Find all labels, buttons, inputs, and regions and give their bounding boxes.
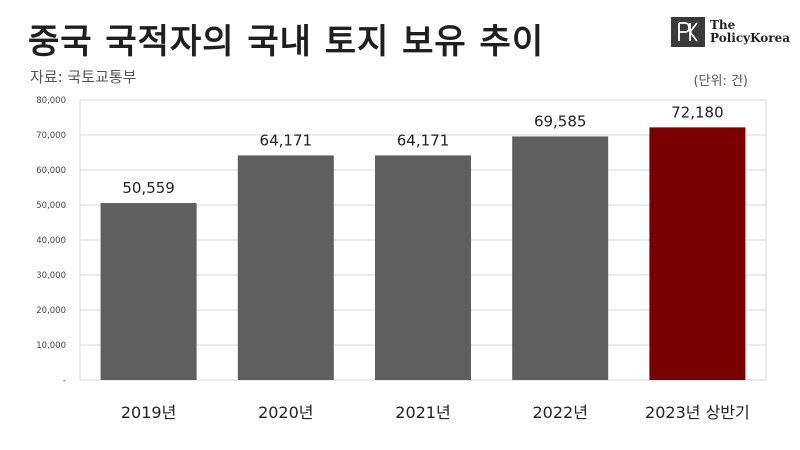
y-tick-label: 60,000	[36, 166, 66, 176]
x-tick-label: 2021년	[395, 403, 450, 422]
x-tick-label: 2020년	[258, 403, 313, 422]
y-tick-label: 30,000	[36, 271, 66, 281]
y-tick-label: 40,000	[36, 236, 66, 246]
data-label: 69,585	[534, 112, 587, 130]
y-tick-label: -	[63, 376, 66, 386]
data-label: 64,171	[260, 131, 313, 149]
brand-logo: The PolicyKorea	[671, 17, 790, 47]
bar	[237, 155, 334, 380]
unit-note: (단위: 건)	[693, 74, 748, 89]
bar	[649, 127, 746, 381]
logo-text: The PolicyKorea	[710, 19, 790, 45]
logo-monogram-icon	[678, 22, 698, 42]
source-note: 자료: 국토교통부	[30, 68, 137, 86]
logo-line-2: PolicyKorea	[710, 31, 791, 45]
bar	[100, 203, 197, 380]
bar	[375, 155, 471, 380]
x-tick-label: 2022년	[532, 403, 587, 422]
y-tick-label: 20,000	[36, 306, 66, 316]
x-tick-label: 2023년 상반기	[645, 403, 750, 422]
y-tick-label: 50,000	[36, 201, 66, 211]
data-label: 50,559	[122, 179, 175, 197]
logo-mark-icon	[671, 17, 705, 47]
data-label: 72,180	[671, 103, 724, 121]
y-tick-label: 70,000	[36, 131, 66, 141]
y-tick-label: 10,000	[36, 341, 66, 351]
logo-line-1: The	[710, 18, 736, 32]
data-label: 64,171	[397, 131, 450, 149]
bar	[512, 136, 609, 380]
y-tick-label: 80,000	[36, 96, 66, 106]
x-tick-label: 2019년	[121, 403, 176, 422]
chart-title: 중국 국적자의 국내 토지 보유 추이	[28, 22, 545, 62]
